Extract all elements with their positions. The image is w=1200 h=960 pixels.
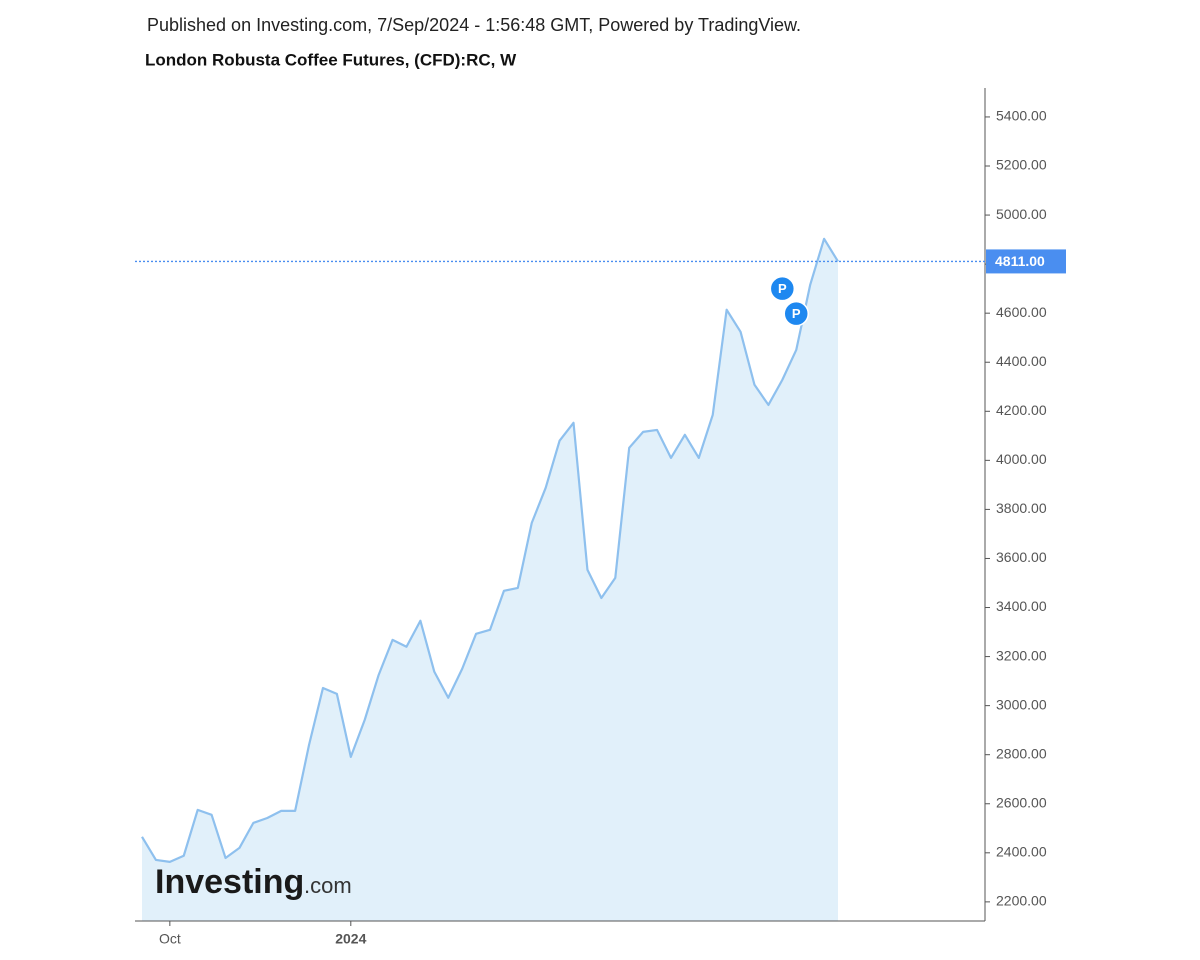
y-tick-label: 3400.00 <box>996 598 1047 614</box>
y-tick-label: 2400.00 <box>996 844 1047 860</box>
y-tick-label: 4600.00 <box>996 304 1047 320</box>
y-tick-label: 2800.00 <box>996 745 1047 761</box>
y-tick-label: 3000.00 <box>996 696 1047 712</box>
annotation-marker <box>783 300 809 327</box>
y-tick-label: 4400.00 <box>996 353 1047 369</box>
line <box>141 237 839 863</box>
y-tick-label: 3800.00 <box>996 500 1047 516</box>
y-tick-label: 2200.00 <box>996 893 1047 909</box>
y-tick-label: 3600.00 <box>996 549 1047 565</box>
area <box>142 238 838 921</box>
chart-title: London Robusta Coffee Futures, (CFD):RC,… <box>145 50 517 69</box>
watermark: Investing <box>155 863 304 901</box>
published-note: Published on Investing.com, 7/Sep/2024 -… <box>147 15 801 35</box>
y-tick-label: 5000.00 <box>996 206 1047 222</box>
x-tick-label: Oct <box>159 931 181 947</box>
y-tick-label: 5200.00 <box>996 157 1047 173</box>
x-tick-label: 2024 <box>335 931 366 947</box>
y-tick-label: 5400.00 <box>996 108 1047 124</box>
annotation-label: P <box>792 306 801 321</box>
price-label: 4811.00 <box>995 253 1045 269</box>
y-tick-label: 4000.00 <box>996 451 1047 467</box>
watermark-suffix: .com <box>304 873 352 898</box>
y-tick-label: 3200.00 <box>996 647 1047 663</box>
price-label-box <box>986 249 1066 274</box>
y-tick-label: 2600.00 <box>996 794 1047 810</box>
annotation-marker <box>769 275 796 302</box>
y-tick-label: 4200.00 <box>996 402 1047 418</box>
annotation-label: P <box>778 281 787 296</box>
